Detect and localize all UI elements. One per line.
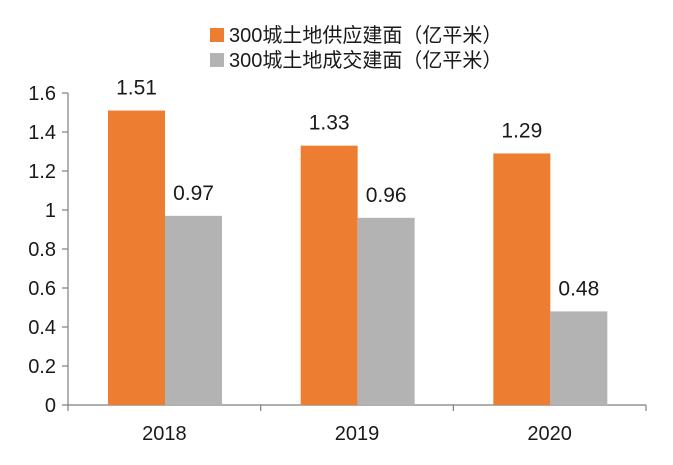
y-tick-label: 0	[45, 395, 56, 417]
legend-swatch-transaction	[210, 53, 224, 67]
y-tick-label: 1.4	[28, 122, 56, 144]
labels: 2018 1.51 0.97 2019 1.33 0.96 2020 1.29 0.48	[116, 77, 599, 445]
data-label-transaction: 0.97	[173, 182, 214, 205]
y-tick-label: 0.8	[28, 239, 56, 261]
bar-transaction	[550, 311, 608, 405]
data-label-supply: 1.29	[501, 119, 542, 142]
bar-supply	[493, 153, 551, 405]
axes: 0 0.2 0.4 0.6 0.8 1 1.2 1.4 1.6	[28, 83, 647, 417]
legend-label-supply: 300城土地供应建面（亿平米）	[229, 24, 502, 47]
y-tick-label: 0.2	[28, 356, 56, 378]
y-tick-label: 1.2	[28, 161, 56, 183]
bar-transaction	[357, 217, 415, 405]
y-tick-label: 1	[45, 200, 56, 222]
bar-supply	[300, 145, 358, 405]
legend-label-transaction: 300城土地成交建面（亿平米）	[229, 49, 502, 72]
bar-supply	[108, 110, 165, 406]
legend-swatch-supply	[210, 28, 224, 42]
data-label-transaction: 0.96	[366, 184, 407, 207]
y-tick-label: 1.6	[28, 83, 56, 105]
data-label-supply: 1.33	[309, 112, 350, 135]
x-category-label: 2019	[335, 423, 380, 445]
y-tick-label: 0.4	[28, 317, 56, 339]
x-category-label: 2020	[527, 423, 572, 445]
bars	[108, 110, 608, 406]
x-category-label: 2018	[142, 423, 187, 445]
bar-transaction	[165, 215, 222, 405]
y-tick-label: 0.6	[28, 278, 56, 300]
legend: 300城土地供应建面（亿平米） 300城土地成交建面（亿平米）	[210, 24, 502, 72]
data-label-supply: 1.51	[116, 77, 157, 100]
data-label-transaction: 0.48	[558, 277, 599, 300]
